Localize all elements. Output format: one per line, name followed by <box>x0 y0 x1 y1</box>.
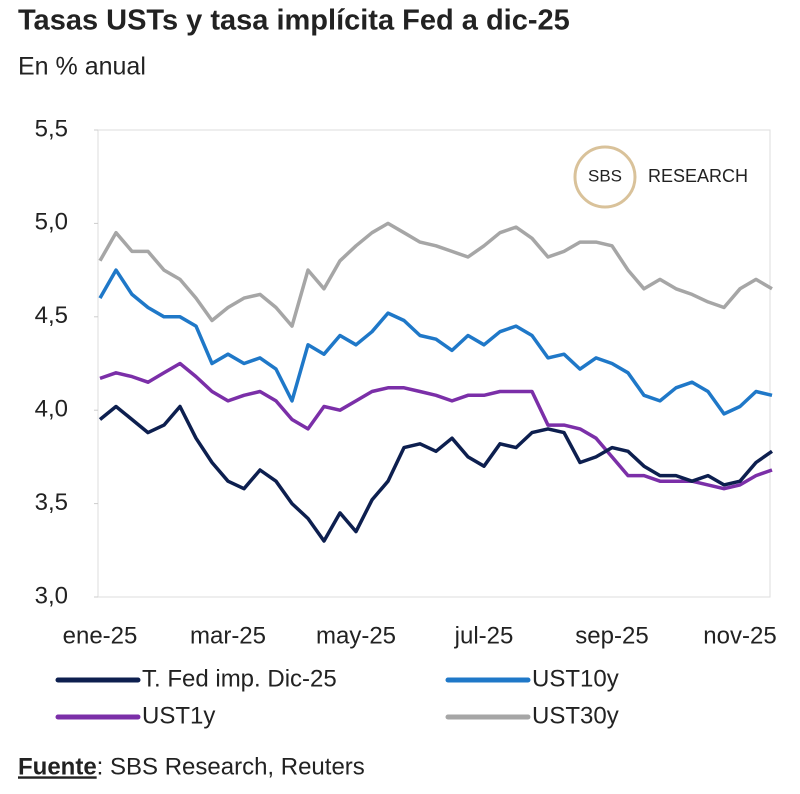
legend-label: UST10y <box>532 665 619 692</box>
x-tick-label: mar-25 <box>190 622 266 649</box>
x-tick-label: jul-25 <box>454 622 514 649</box>
y-tick-label: 4,0 <box>35 396 68 423</box>
y-tick-label: 3,5 <box>35 489 68 516</box>
series-line <box>98 221 773 328</box>
y-tick-label: 3,0 <box>35 582 68 609</box>
source-text: : SBS Research, Reuters <box>97 753 365 780</box>
y-tick-label: 5,0 <box>35 209 68 236</box>
series-line <box>98 268 773 416</box>
plot-frame <box>97 129 771 598</box>
watermark-logo <box>573 145 637 209</box>
legend-label: UST1y <box>142 702 215 729</box>
y-tick-label: 4,5 <box>35 302 68 329</box>
x-tick-label: nov-25 <box>703 622 776 649</box>
source-label: Fuente <box>18 753 97 780</box>
legend-label: T. Fed imp. Dic-25 <box>142 665 337 692</box>
legend-label: UST30y <box>532 702 619 729</box>
chart-title: Tasas USTs y tasa implícita Fed a dic-25 <box>18 5 570 37</box>
x-tick-label: may-25 <box>316 622 396 649</box>
chart-subtitle: En % anual <box>18 53 146 81</box>
y-tick-label: 5,5 <box>35 115 68 142</box>
source: Fuente : SBS Research, Reuters <box>18 753 365 780</box>
x-tick-label: sep-25 <box>575 622 648 649</box>
watermark-text: SBS <box>588 166 622 185</box>
series-line <box>99 361 773 491</box>
series-line <box>98 404 774 543</box>
x-tick-label: ene-25 <box>63 622 138 649</box>
watermark-text: RESEARCH <box>648 166 748 186</box>
